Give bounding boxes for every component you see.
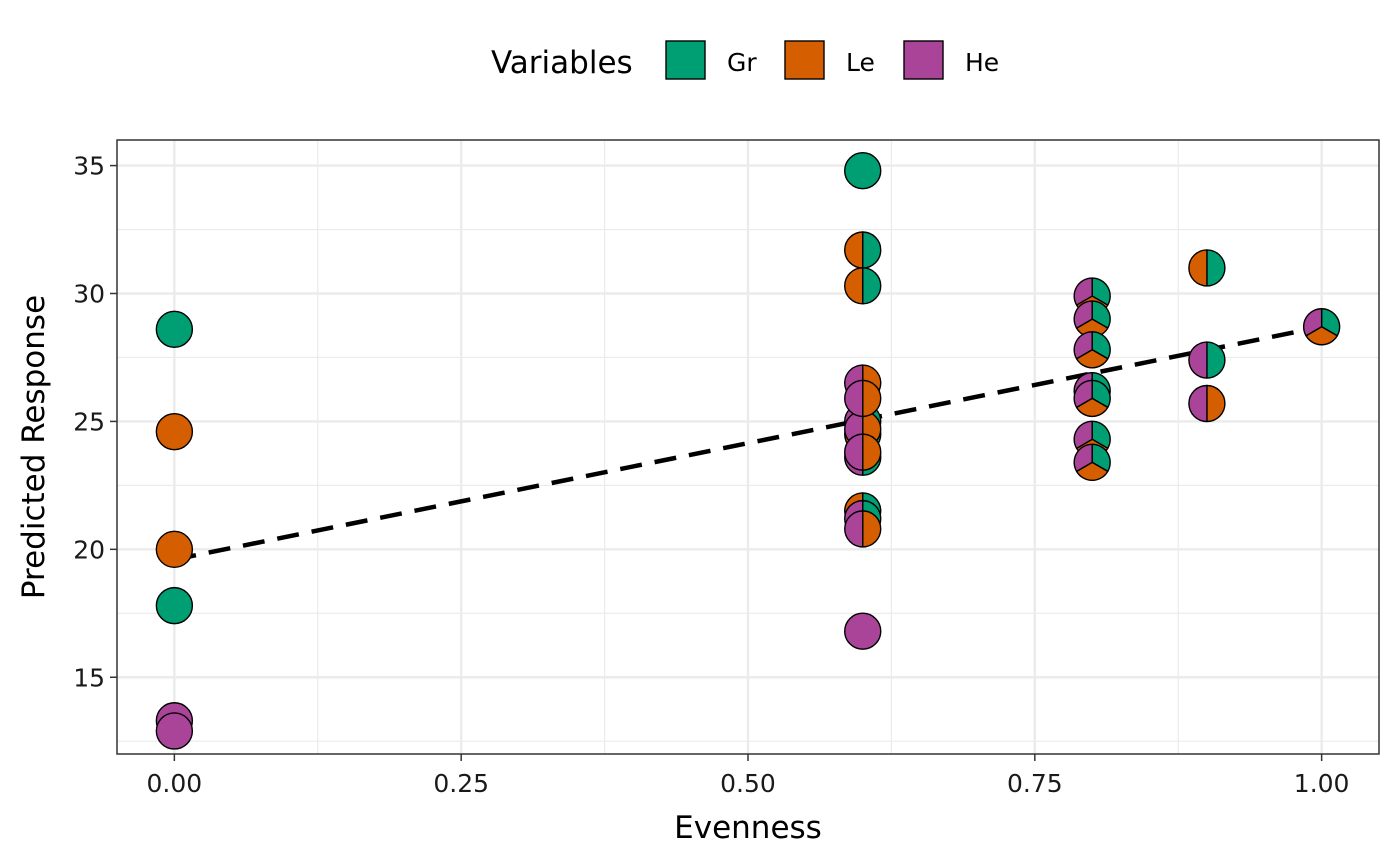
pie-slice-he (844, 612, 882, 650)
x-tick-label: 0.25 (433, 769, 489, 798)
pie-slice-he (1302, 308, 1323, 337)
pie-point (155, 310, 194, 349)
y-tick-label: 25 (73, 407, 105, 436)
pie-slice-he (155, 712, 194, 750)
legend-title: Variables (491, 45, 633, 81)
pie-point (155, 412, 194, 451)
pie-slice-le (862, 510, 882, 548)
pie-point (1302, 308, 1341, 346)
pie-slice-le (155, 530, 194, 569)
pie-slice-le (1305, 326, 1338, 346)
legend-label-le: Le (846, 48, 875, 77)
legend: Variables Gr Le He (491, 40, 999, 81)
pie-slice-gr (862, 267, 882, 305)
y-axis-title: Predicted Response (16, 295, 52, 599)
pie-slice-gr (862, 231, 882, 269)
pie-slice-le (1075, 349, 1109, 369)
pie-slice-gr (155, 310, 194, 349)
x-axis: 0.00 0.25 0.50 0.75 1.00 (147, 754, 1350, 798)
pie-slice-gr (844, 151, 882, 190)
legend-label-he: He (965, 48, 999, 77)
pie-slice-le (1075, 397, 1109, 418)
pie-point (1073, 300, 1111, 338)
pie-point (1188, 384, 1226, 423)
y-tick-label: 30 (73, 280, 105, 309)
pie-slice-he (844, 433, 864, 471)
x-tick-label: 0.00 (147, 769, 203, 798)
pie-point (155, 586, 194, 625)
pie-slice-le (862, 433, 882, 471)
x-tick-label: 1.00 (1294, 769, 1350, 798)
y-tick-label: 35 (73, 152, 105, 181)
pie-slice-he (1073, 300, 1093, 329)
legend-label-gr: Gr (727, 48, 757, 77)
pie-point (844, 379, 882, 418)
pie-slice-he (1073, 331, 1093, 360)
pie-slice-le (155, 412, 194, 451)
y-axis: 15 20 25 30 35 (73, 152, 117, 692)
pie-point (844, 612, 882, 650)
pie-slice-le (844, 267, 864, 305)
pie-point (844, 433, 882, 471)
pie-point (1188, 249, 1226, 287)
pie-slice-gr (1206, 249, 1226, 287)
legend-key-le (784, 40, 825, 80)
pie-slice-le (844, 231, 864, 269)
trend-line-group (173, 324, 1323, 562)
pie-point (1073, 443, 1111, 481)
points (155, 151, 1341, 750)
pie-slice-he (1073, 420, 1093, 450)
pie-slice-he (1073, 277, 1093, 306)
pie-point (844, 267, 882, 305)
pie-slice-le (1188, 249, 1208, 287)
pie-slice-he (844, 379, 864, 418)
y-tick-label: 20 (73, 535, 105, 564)
pie-slice-he (1188, 384, 1208, 423)
pie-slice-gr (155, 586, 194, 625)
pie-point (844, 510, 882, 548)
y-tick-label: 15 (73, 663, 105, 692)
pie-slice-he (1073, 443, 1093, 473)
pie-point (844, 231, 882, 269)
pie-slice-le (1206, 384, 1226, 423)
pie-slice-he (1188, 341, 1208, 379)
pie-point (155, 712, 194, 750)
trend-line (173, 324, 1323, 562)
pie-point (1073, 379, 1111, 418)
pie-slice-he (844, 510, 864, 548)
pie-point (844, 151, 882, 190)
legend-key-gr (665, 40, 706, 80)
pie-slice-le (862, 379, 882, 418)
pie-point (1073, 331, 1111, 369)
x-tick-label: 0.50 (720, 769, 776, 798)
pie-slice-le (1075, 461, 1109, 481)
pie-slice-gr (1206, 341, 1226, 379)
x-tick-label: 0.75 (1007, 769, 1063, 798)
legend-key-he (903, 40, 944, 80)
pie-point (155, 530, 194, 569)
plot-panel (116, 139, 1380, 755)
pie-slice-he (1073, 379, 1093, 409)
grid-major (117, 140, 1379, 754)
x-axis-title: Evenness (674, 810, 822, 846)
pie-point (1188, 341, 1226, 379)
